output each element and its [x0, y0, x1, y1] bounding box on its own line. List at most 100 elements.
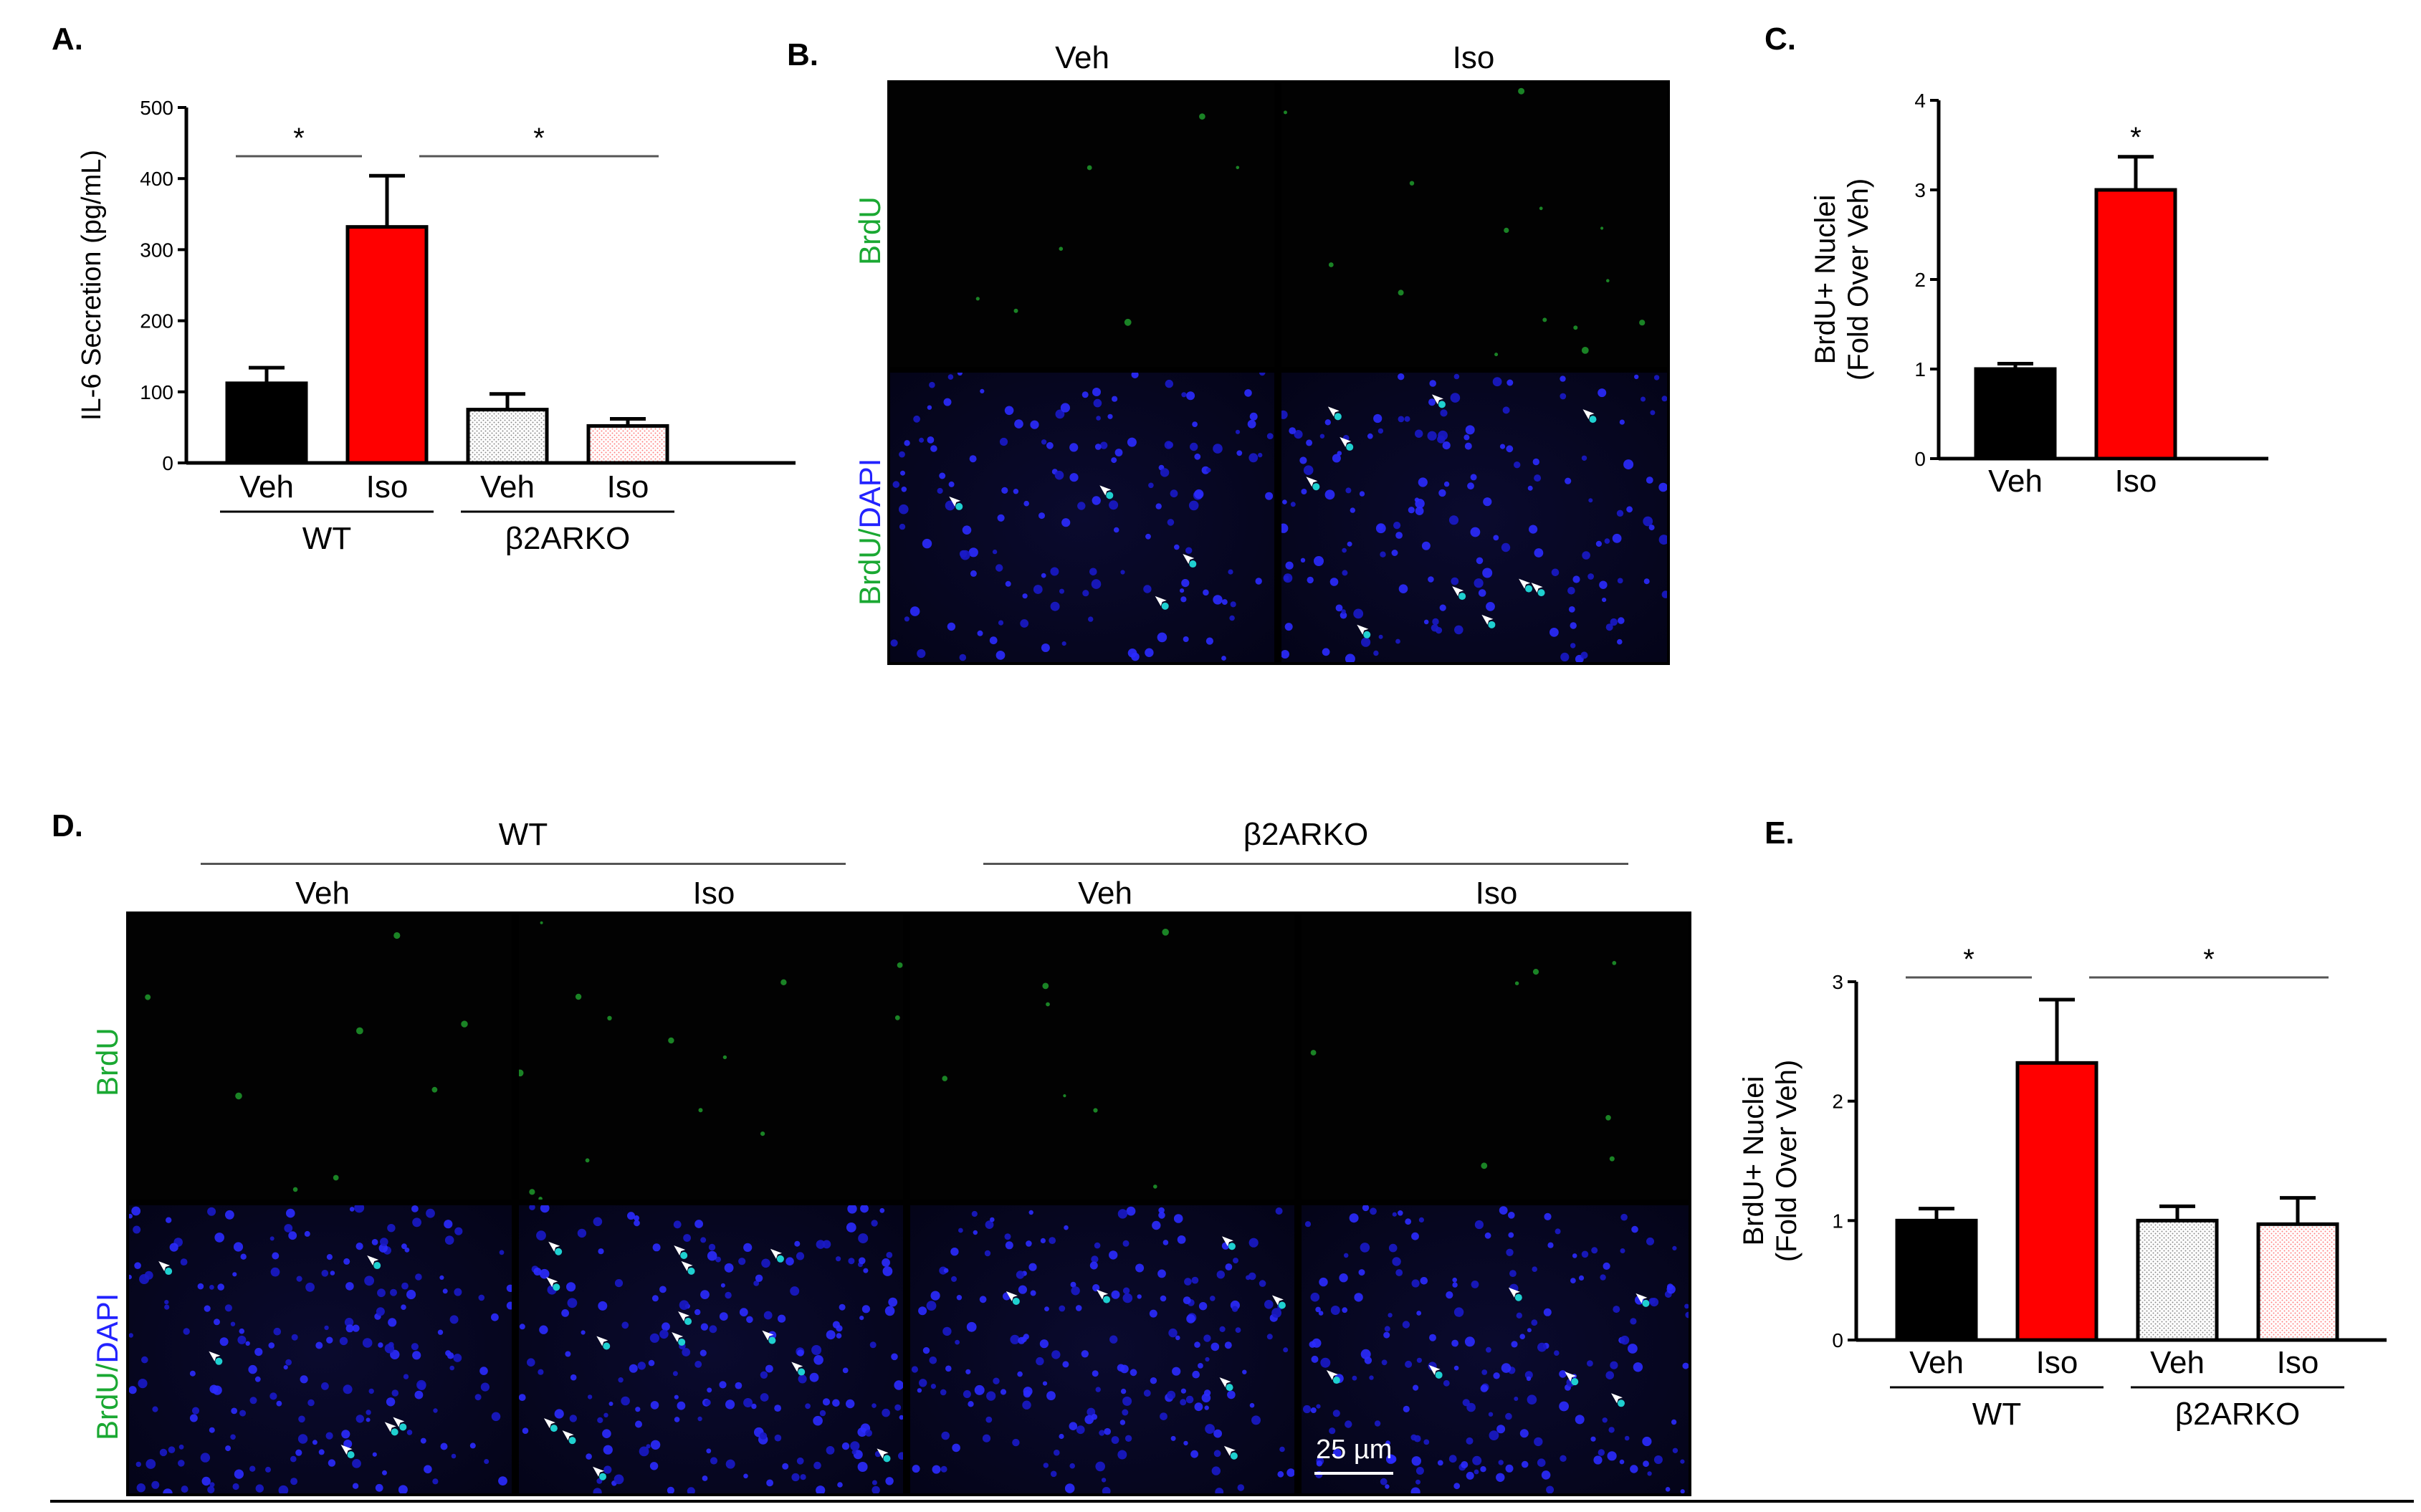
arrowhead-marker: [562, 1430, 574, 1441]
arrowhead-marker: [593, 1466, 605, 1477]
brdu-nucleus: [356, 1027, 363, 1035]
x-tick-label: Iso: [366, 469, 409, 504]
dapi-nucleus: [1546, 1485, 1555, 1493]
dapi-nucleus: [1122, 1240, 1130, 1247]
dapi-nucleus: [1514, 461, 1521, 469]
arrowhead-marker: [548, 1241, 560, 1252]
dapi-nucleus: [603, 1465, 612, 1474]
dapi-nucleus: [894, 1380, 903, 1390]
dapi-nucleus: [963, 1390, 971, 1398]
dapi-nucleus: [1175, 1335, 1180, 1341]
dapi-nucleus: [1157, 632, 1167, 643]
dapi-nucleus: [1489, 1430, 1499, 1440]
y-tick-label: 300: [140, 239, 173, 261]
dapi-nucleus: [1155, 503, 1162, 509]
bar-iso: [2015, 1061, 2098, 1342]
dapi-nucleus: [719, 1381, 727, 1389]
dapi-nucleus: [1190, 1450, 1198, 1458]
dapi-nucleus: [1377, 428, 1384, 434]
dapi-nucleus: [276, 1400, 282, 1407]
dapi-nucleus: [1275, 1207, 1283, 1215]
dapi-nucleus: [922, 538, 932, 549]
dapi-nucleus: [454, 1227, 463, 1235]
dapi-nucleus: [133, 1225, 141, 1234]
brdu-positive-nucleus: [1363, 631, 1371, 638]
dapi-nucleus: [1649, 1298, 1659, 1307]
dapi-nucleus: [1464, 442, 1472, 450]
dapi-nucleus: [865, 1430, 872, 1437]
dapi-nucleus: [209, 1285, 214, 1290]
b-header-veh: Veh: [1055, 40, 1109, 75]
dapi-nucleus: [1111, 1436, 1119, 1444]
dapi-nucleus: [1081, 391, 1089, 398]
brdu-nucleus: [1046, 1002, 1050, 1007]
dapi-nucleus: [134, 1262, 141, 1269]
arrowhead-marker: [393, 1417, 405, 1427]
dapi-nucleus: [659, 1329, 669, 1339]
dapi-nucleus: [1452, 1282, 1458, 1288]
dapi-nucleus: [380, 1238, 388, 1246]
dapi-nucleus: [1237, 1484, 1245, 1491]
dapi-nucleus: [593, 1488, 602, 1493]
dapi-nucleus: [1145, 648, 1154, 657]
dapi-nucleus: [1289, 427, 1297, 434]
arrowhead-marker: [1508, 1287, 1520, 1298]
dapi-nucleus: [1122, 1396, 1132, 1406]
dapi-nucleus: [637, 1362, 646, 1370]
dapi-nucleus: [439, 1275, 444, 1280]
dapi-nucleus: [1398, 1210, 1403, 1216]
dapi-nucleus: [1555, 1228, 1561, 1235]
dapi-nucleus: [1560, 1455, 1567, 1462]
dapi-nucleus: [836, 1333, 842, 1339]
brdu-positive-nucleus: [1228, 1243, 1236, 1250]
brdu-positive-nucleus: [550, 1425, 558, 1432]
dapi-nucleus: [315, 1341, 323, 1349]
dapi-nucleus: [204, 1305, 211, 1312]
dapi-nucleus: [1107, 413, 1113, 419]
dapi-nucleus: [1501, 542, 1511, 552]
y-tick-label: 2: [1832, 1091, 1843, 1113]
dapi-nucleus: [1505, 1464, 1514, 1473]
dapi-nucleus: [1064, 1225, 1069, 1230]
dapi-nucleus: [1440, 409, 1448, 417]
dapi-nucleus: [1474, 1469, 1479, 1475]
dapi-nucleus: [1054, 1449, 1060, 1456]
dapi-nucleus: [390, 1288, 397, 1296]
dapi-nucleus: [506, 1284, 512, 1292]
dapi-nucleus: [1112, 396, 1118, 402]
dapi-nucleus: [1680, 1489, 1685, 1493]
dapi-nucleus: [366, 1417, 371, 1422]
d-scale-bar: [1314, 1472, 1393, 1475]
dapi-nucleus: [249, 1397, 257, 1405]
dapi-nucleus: [1349, 1213, 1359, 1223]
dapi-nucleus: [1462, 1399, 1470, 1407]
dapi-nucleus: [719, 1312, 728, 1321]
arrowhead-marker: [1452, 586, 1464, 597]
brdu-nucleus: [668, 1037, 674, 1044]
dapi-nucleus: [265, 1466, 271, 1473]
brdu-positive-nucleus: [1642, 1299, 1650, 1307]
dapi-nucleus: [1089, 568, 1097, 576]
dapi-nucleus: [1158, 1207, 1165, 1214]
dapi-nucleus: [1608, 1427, 1615, 1433]
dapi-nucleus: [255, 1484, 264, 1493]
dapi-nucleus: [970, 570, 977, 577]
dapi-nucleus: [440, 1442, 448, 1450]
dapi-nucleus: [1117, 1209, 1128, 1219]
dapi-nucleus: [725, 1399, 735, 1410]
dapi-nucleus: [683, 1234, 691, 1242]
brdu-positive-nucleus: [1571, 1378, 1579, 1386]
dapi-nucleus: [973, 1230, 978, 1235]
y-tick-label: 500: [140, 97, 173, 119]
dapi-nucleus: [813, 1355, 823, 1365]
dapi-nucleus: [985, 1416, 993, 1423]
dapi-nucleus: [1549, 628, 1559, 637]
d-header-ko-iso: Iso: [1475, 876, 1518, 911]
arrowhead-marker: [1531, 583, 1543, 593]
x-tick-label: Iso: [2036, 1345, 2078, 1380]
dapi-nucleus: [209, 1482, 215, 1488]
dapi-nuclei-layer: [129, 1205, 512, 1493]
dapi-nucleus: [995, 564, 1003, 572]
brdu-positive-nucleus: [1012, 1297, 1020, 1305]
dapi-nucleus: [245, 1341, 250, 1346]
